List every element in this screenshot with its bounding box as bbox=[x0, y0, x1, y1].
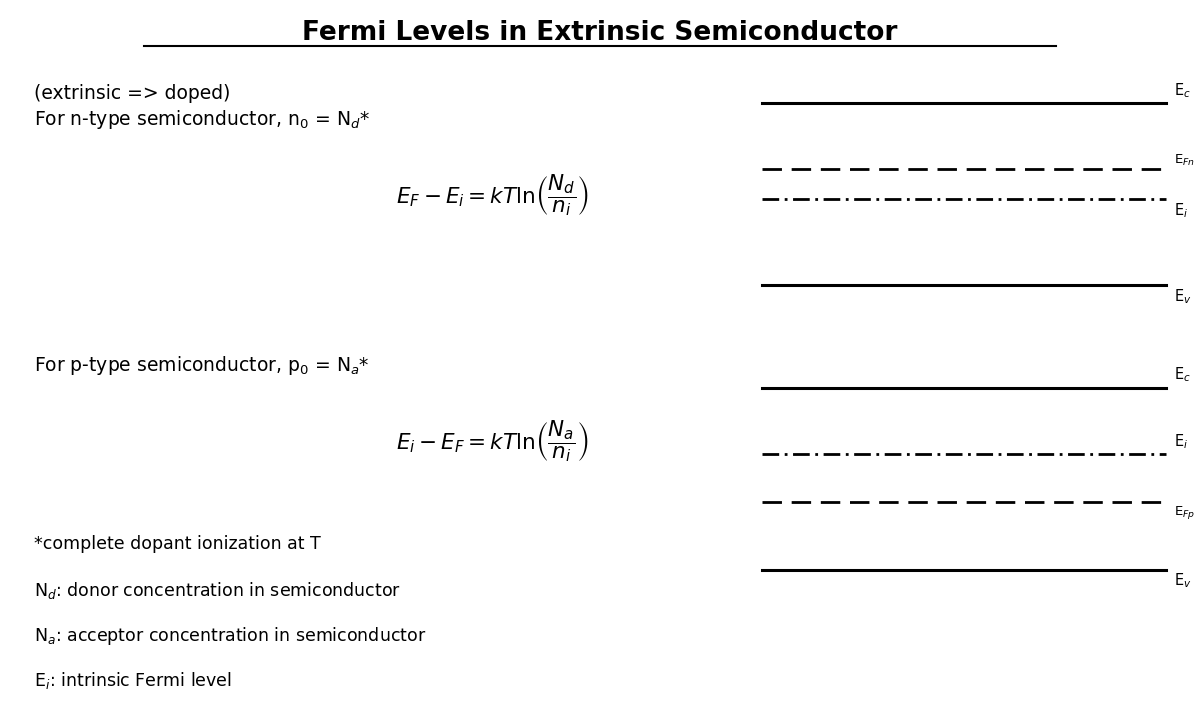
Text: E$_i$: intrinsic Fermi level: E$_i$: intrinsic Fermi level bbox=[34, 670, 232, 691]
Text: E$_{Fp}$: E$_{Fp}$ bbox=[1174, 504, 1195, 521]
Text: N$_d$: donor concentration in semiconductor: N$_d$: donor concentration in semiconduc… bbox=[34, 580, 401, 601]
Text: E$_c$: E$_c$ bbox=[1174, 81, 1190, 100]
Text: $E_F - E_i = kT\ln\!\left(\dfrac{N_d}{n_i}\right)$: $E_F - E_i = kT\ln\!\left(\dfrac{N_d}{n_… bbox=[396, 172, 589, 219]
Text: E$_v$: E$_v$ bbox=[1174, 572, 1192, 590]
Text: $E_i - E_F = kT\ln\!\left(\dfrac{N_a}{n_i}\right)$: $E_i - E_F = kT\ln\!\left(\dfrac{N_a}{n_… bbox=[396, 418, 589, 464]
Text: E$_v$: E$_v$ bbox=[1174, 287, 1192, 305]
Text: (extrinsic => doped): (extrinsic => doped) bbox=[34, 84, 230, 103]
Text: For p-type semiconductor, p$_0$ = N$_a$*: For p-type semiconductor, p$_0$ = N$_a$* bbox=[34, 354, 370, 377]
Text: For n-type semiconductor, n$_0$ = N$_d$*: For n-type semiconductor, n$_0$ = N$_d$* bbox=[34, 108, 370, 131]
Text: N$_a$: acceptor concentration in semiconductor: N$_a$: acceptor concentration in semicon… bbox=[34, 625, 426, 647]
Text: *complete dopant ionization at T: *complete dopant ionization at T bbox=[34, 535, 320, 553]
Text: E$_i$: E$_i$ bbox=[1174, 201, 1188, 220]
Text: E$_c$: E$_c$ bbox=[1174, 366, 1190, 384]
Text: E$_{Fn}$: E$_{Fn}$ bbox=[1174, 153, 1195, 168]
Text: E$_i$: E$_i$ bbox=[1174, 432, 1188, 451]
Text: Fermi Levels in Extrinsic Semiconductor: Fermi Levels in Extrinsic Semiconductor bbox=[302, 20, 898, 46]
